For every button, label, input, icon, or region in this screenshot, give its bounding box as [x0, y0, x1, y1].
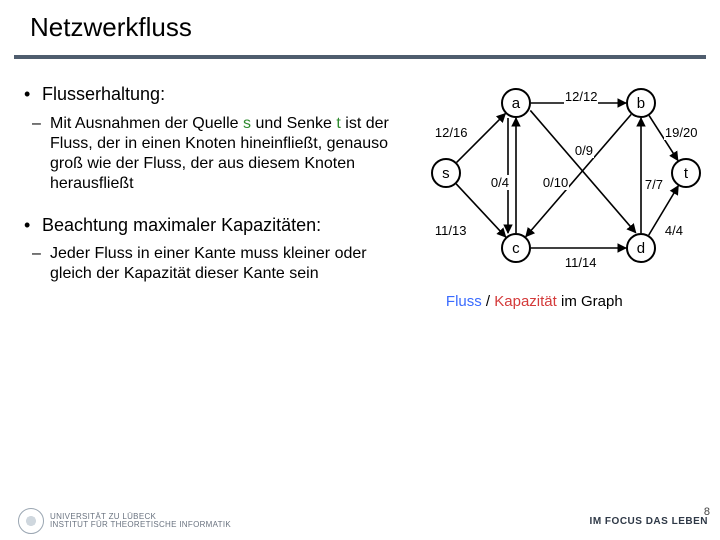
- node-c: c: [501, 233, 531, 263]
- edge-label-s-c: 11/13: [434, 223, 468, 238]
- page-title: Netzwerkfluss: [0, 0, 720, 49]
- node-s: s: [431, 158, 461, 188]
- node-a: a: [501, 88, 531, 118]
- flow-graph: Fluss / Kapazität im Graph 12/1612/1219/…: [406, 83, 706, 292]
- edge-label-b-t: 19/20: [664, 125, 699, 140]
- edge-label-a-b: 12/12: [564, 89, 599, 104]
- footer-uni-line2: INSTITUT FÜR THEORETISCHE INFORMATIK: [50, 521, 231, 529]
- page-number: 8: [704, 506, 710, 518]
- bullet-flow-conservation: Flusserhaltung:: [24, 83, 406, 106]
- node-t: t: [671, 158, 701, 188]
- footer-motto: IM FOCUS DAS LEBEN: [590, 516, 708, 527]
- edge-label-d-b: 7/7: [644, 177, 664, 192]
- university-logo: UNIVERSITÄT ZU LÜBECK INSTITUT FÜR THEOR…: [18, 508, 231, 534]
- edge-label-c-d: 11/14: [564, 255, 598, 270]
- node-d: d: [626, 233, 656, 263]
- edge-label-d-t: 4/4: [664, 223, 684, 238]
- source-s: s: [243, 115, 251, 132]
- edge-label-b-c: 0/9: [574, 143, 594, 158]
- footer: UNIVERSITÄT ZU LÜBECK INSTITUT FÜR THEOR…: [0, 502, 720, 540]
- bullet-flow-conservation-detail: Mit Ausnahmen der Quelle s und Senke t i…: [24, 114, 406, 194]
- bullet-capacity: Beachtung maximaler Kapazitäten:: [24, 214, 406, 237]
- edge-label-a-d: 0/10: [542, 175, 569, 190]
- edge-label-s-a: 12/16: [434, 125, 469, 140]
- bullet-column: Flusserhaltung: Mit Ausnahmen der Quelle…: [24, 83, 406, 292]
- text: und Senke: [251, 115, 336, 132]
- node-b: b: [626, 88, 656, 118]
- edge-label-c-a: 0/4: [490, 175, 510, 190]
- bullet-capacity-detail: Jeder Fluss in einer Kante muss kleiner …: [24, 244, 406, 284]
- text: Mit Ausnahmen der Quelle: [50, 115, 243, 132]
- seal-icon: [18, 508, 44, 534]
